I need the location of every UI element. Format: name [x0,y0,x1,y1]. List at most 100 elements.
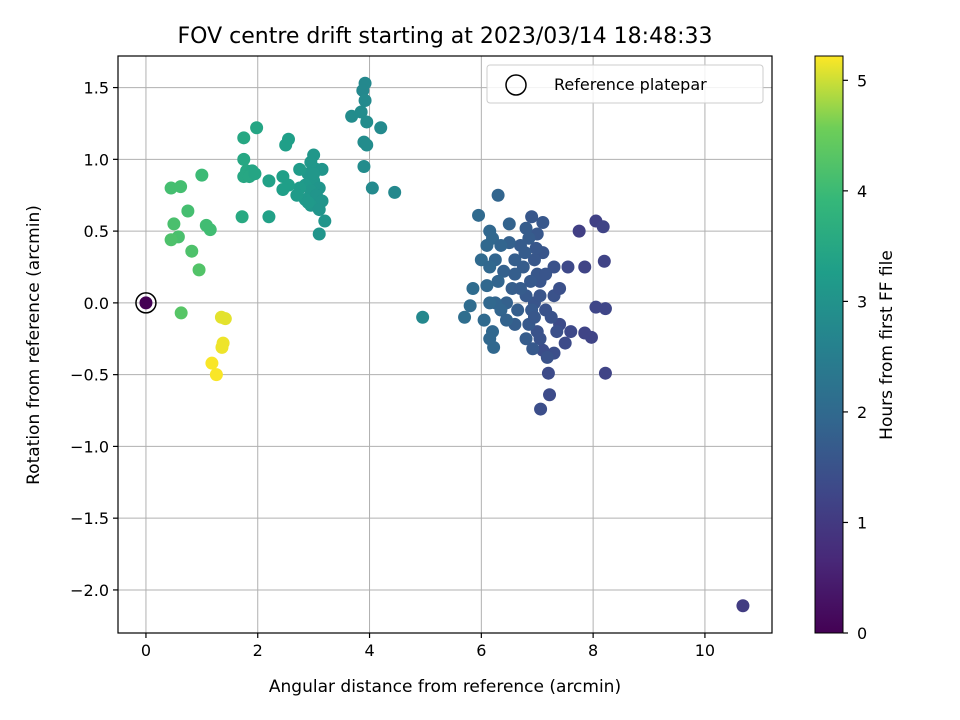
data-point [237,131,251,145]
data-point [358,93,372,107]
data-point [527,310,541,324]
x-tick-label: 6 [476,641,486,660]
data-point [318,214,332,228]
data-point [524,274,538,288]
y-axis-label: Rotation from reference (arcmin) [24,205,44,485]
data-point [262,210,276,224]
data-point [540,350,554,364]
data-point [307,167,321,181]
data-point [185,244,199,258]
colorbar-tick-label: 3 [857,292,867,311]
data-point [167,217,181,231]
data-point [388,185,402,199]
colorbar-tick-label: 1 [857,513,867,532]
data-point [458,310,472,324]
x-tick-label: 10 [695,641,715,660]
data-point [597,254,611,268]
data-point [483,260,497,274]
y-tick-label: −2.0 [70,581,109,600]
y-tick-label: 1.0 [84,150,109,169]
colorbar-ticks: 0 1 2 3 4 5 [843,71,867,643]
reference-platepar-marker [135,292,157,314]
data-point [164,233,178,247]
data-point [564,325,578,339]
data-point [215,340,229,354]
chart-title: FOV centre drift starting at 2023/03/14 … [178,24,713,49]
y-tick-label: −1.0 [70,437,109,456]
data-point [511,303,525,317]
data-point [279,138,293,152]
plot-frame [117,55,773,634]
data-point [589,300,603,314]
data-point [205,356,219,370]
y-tick-label: 0.5 [84,222,109,241]
data-point [494,303,508,317]
y-tick-label: −1.5 [70,509,109,528]
data-point [477,313,491,327]
data-point [541,366,555,380]
data-point [519,221,533,235]
data-point [527,253,541,267]
data-point [237,152,251,166]
colorbar-tick-label: 5 [857,71,867,90]
data-point [139,296,153,310]
data-point [374,121,388,135]
data-point [543,388,557,402]
legend-marker [505,74,527,96]
data-point [578,260,592,274]
x-tick-label: 0 [141,641,151,660]
data-point [513,282,527,296]
data-point [293,162,307,176]
data-point [365,181,379,195]
data-point [463,299,477,313]
data-point [553,282,567,296]
data-point [533,332,547,346]
data-point [174,180,188,194]
x-axis-ticks: 0 2 4 6 8 10 [141,633,715,660]
data-point [534,402,548,416]
data-point [483,296,497,310]
data-point [312,227,326,241]
data-point [356,83,370,97]
data-point [508,253,522,267]
data-point [262,174,276,188]
data-point [480,238,494,252]
data-point [301,195,315,209]
x-tick-label: 8 [588,641,598,660]
colorbar-label: Hours from first FF file [877,250,897,440]
data-point [466,282,480,296]
data-point [522,231,536,245]
data-point [533,289,547,303]
data-point [250,121,264,135]
data-point [360,115,374,129]
y-tick-label: 1.5 [84,79,109,98]
data-point [550,325,564,339]
colorbar: 0 1 2 3 4 5 Hours from first FF file [814,55,897,643]
data-point [508,267,522,281]
data-point [312,203,326,217]
x-tick-label: 2 [253,641,263,660]
data-point [345,109,359,123]
data-point [539,267,553,281]
data-point [499,313,513,327]
data-points [139,76,750,613]
data-point [248,167,262,181]
legend-box [486,64,764,104]
data-point [529,241,543,255]
data-point [544,310,558,324]
data-point [494,238,508,252]
colorbar-gradient [814,55,844,634]
data-point [357,160,371,174]
data-point [525,210,539,224]
y-tick-label: −0.5 [70,366,109,385]
data-point [192,263,206,277]
data-point [416,310,430,324]
data-point [491,188,505,202]
data-point [235,210,249,224]
data-point [218,312,232,326]
data-point [497,264,511,278]
data-point [736,599,750,613]
reference-marker [135,292,157,314]
data-point [491,274,505,288]
